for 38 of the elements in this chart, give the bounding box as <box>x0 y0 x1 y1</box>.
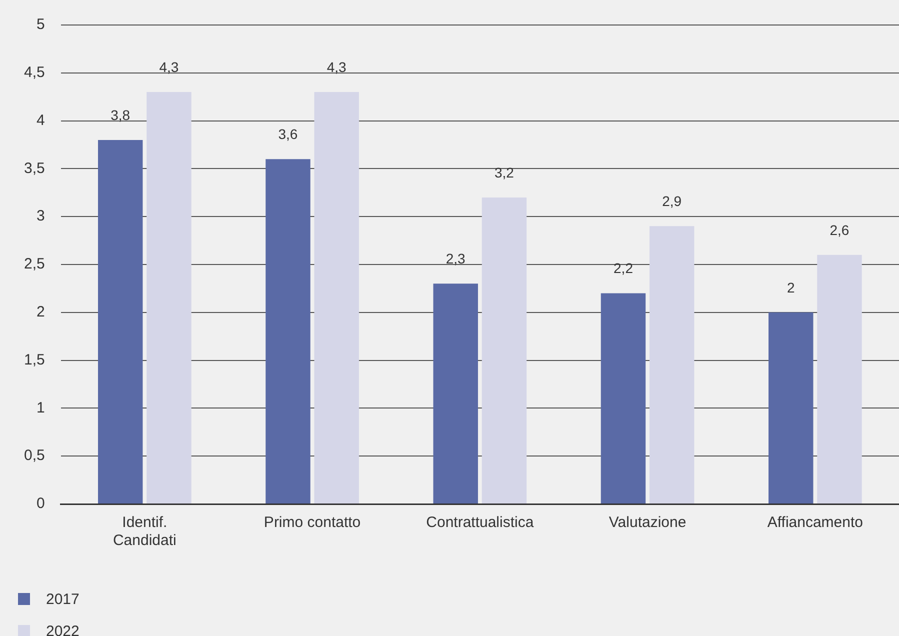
y-tick-label: 0,5 <box>24 447 45 464</box>
data-label: 2,6 <box>830 222 850 238</box>
y-tick-label: 2,5 <box>24 256 45 273</box>
bar <box>433 284 478 504</box>
data-label: 3,2 <box>494 164 514 180</box>
y-tick-label: 2 <box>36 304 45 321</box>
y-tick-label: 3 <box>36 208 45 225</box>
legend-label: 2022 <box>46 622 80 636</box>
data-label: 4,3 <box>326 58 347 75</box>
y-tick-label: 4,5 <box>24 64 45 82</box>
y-tick-label: 3,5 <box>24 160 45 177</box>
x-tick-label: Valutazione <box>608 514 686 532</box>
y-tick-label: 0 <box>36 495 45 512</box>
bar <box>768 312 814 504</box>
bar <box>98 140 143 504</box>
y-tick-label: 1 <box>36 399 45 416</box>
bar <box>266 159 310 504</box>
legend-label: 2017 <box>46 590 80 608</box>
data-label: 3,6 <box>278 126 298 142</box>
bar <box>650 226 694 504</box>
data-label: 2,3 <box>446 250 466 267</box>
bar <box>146 92 192 504</box>
y-tick-label: 5 <box>36 16 45 34</box>
x-tick-label: Contrattualistica <box>426 514 534 532</box>
y-tick-label: 4 <box>36 112 45 129</box>
y-tick-label: 1,5 <box>24 351 45 368</box>
data-label: 2 <box>786 279 795 296</box>
bar <box>482 197 527 504</box>
bar <box>817 254 862 504</box>
data-label: 2,9 <box>662 193 682 210</box>
x-tick-label: Identif. Candidati <box>112 514 176 550</box>
x-tick-label: Primo contatto <box>264 514 361 532</box>
bar <box>600 293 646 504</box>
data-label: 2,2 <box>614 260 634 276</box>
data-label: 3,8 <box>110 106 130 123</box>
bar <box>314 92 359 504</box>
data-label: 4,3 <box>159 58 179 75</box>
x-tick-label: Affiancamento <box>767 514 863 532</box>
